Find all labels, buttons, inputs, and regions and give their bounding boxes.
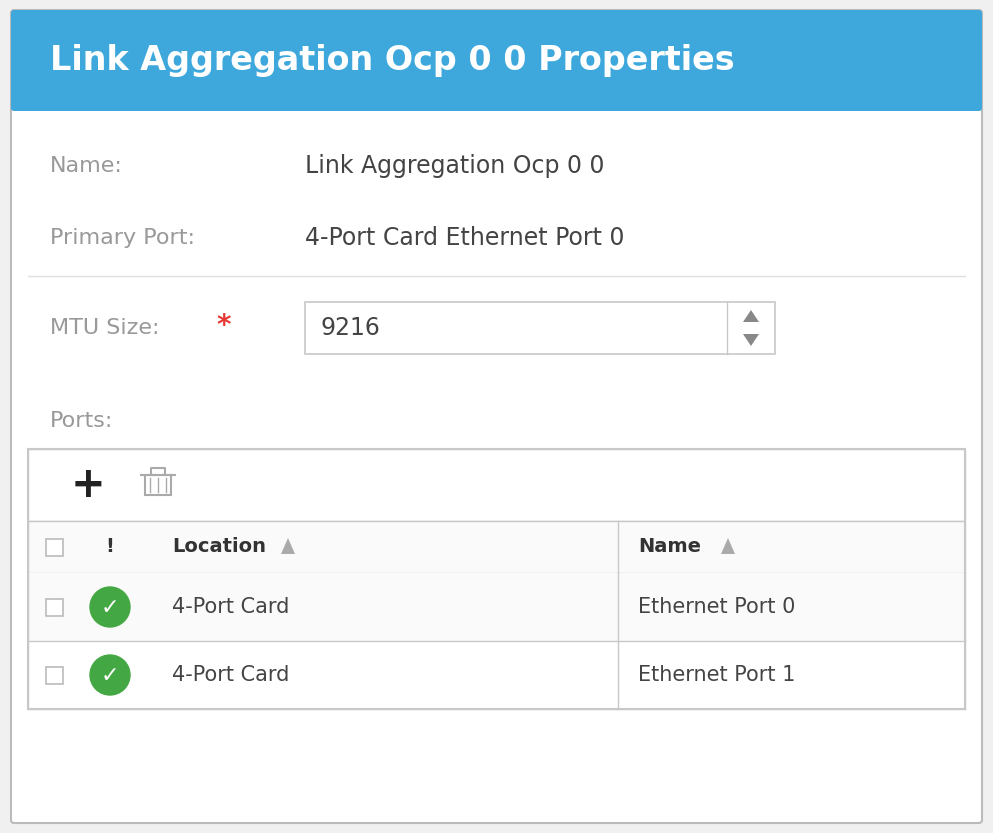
Text: Name:: Name:	[50, 156, 123, 176]
Text: 9216: 9216	[321, 316, 381, 340]
Polygon shape	[721, 538, 735, 554]
Text: Name: Name	[638, 537, 701, 556]
Text: MTU Size:: MTU Size:	[50, 318, 160, 338]
Text: ✓: ✓	[100, 666, 119, 686]
Bar	[14, 61, 979, 108]
Bar	[28, 641, 965, 709]
Text: Link Aggregation Ocp 0 0 Properties: Link Aggregation Ocp 0 0 Properties	[50, 44, 735, 77]
Text: Link Aggregation Ocp 0 0: Link Aggregation Ocp 0 0	[305, 154, 605, 178]
Bar	[46, 538, 63, 556]
Text: !: !	[105, 537, 114, 556]
Circle shape	[90, 655, 130, 695]
Polygon shape	[743, 334, 759, 346]
Text: Primary Port:: Primary Port:	[50, 228, 195, 248]
Text: Ethernet Port 1: Ethernet Port 1	[638, 665, 795, 685]
Bar	[28, 521, 965, 573]
Text: 4-Port Card Ethernet Port 0: 4-Port Card Ethernet Port 0	[305, 226, 625, 250]
Bar	[28, 449, 965, 709]
Bar	[145, 475, 171, 495]
Circle shape	[90, 587, 130, 627]
FancyBboxPatch shape	[11, 10, 982, 111]
Text: *: *	[216, 312, 230, 340]
Bar	[46, 598, 63, 616]
Bar	[28, 449, 965, 521]
Polygon shape	[743, 310, 759, 322]
Text: 4-Port Card: 4-Port Card	[172, 597, 289, 617]
Text: 4-Port Card: 4-Port Card	[172, 665, 289, 685]
Bar	[46, 666, 63, 684]
Text: Ports:: Ports:	[50, 411, 113, 431]
Bar	[305, 302, 775, 354]
FancyBboxPatch shape	[11, 10, 982, 823]
Polygon shape	[281, 538, 295, 554]
Bar	[28, 573, 965, 641]
Text: Ethernet Port 0: Ethernet Port 0	[638, 597, 795, 617]
Text: +: +	[71, 464, 105, 506]
Text: ✓: ✓	[100, 598, 119, 618]
Text: Location: Location	[172, 537, 266, 556]
